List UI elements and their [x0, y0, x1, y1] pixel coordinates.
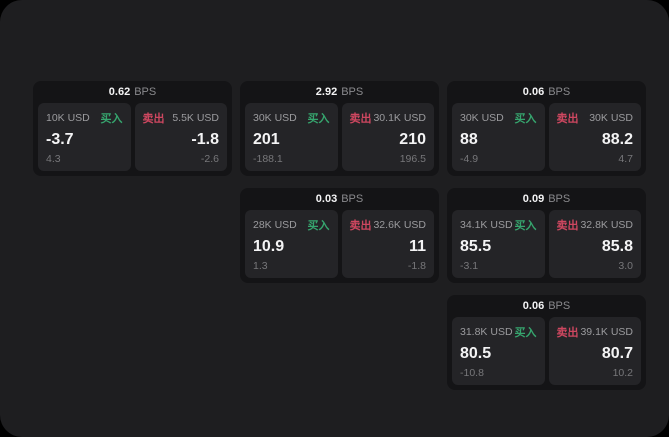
- buy-label: 买入: [514, 327, 537, 339]
- bps-header: 2.92 BPS: [240, 81, 439, 103]
- sell-price: -1.8: [191, 130, 219, 148]
- bps-header: 0.09 BPS: [447, 188, 646, 210]
- bps-value: 0.06: [522, 86, 545, 98]
- buy-price: 88: [460, 130, 478, 148]
- sell-panel[interactable]: 卖出 30K USD 88.2 4.7: [548, 103, 641, 171]
- buy-delta: 1.3: [253, 260, 268, 272]
- panels: 28K USD 买入 10.9 1.3 卖出 32.6K USD 11 -1.8: [240, 210, 439, 283]
- panels: 30K USD 买入 201 -188.1 卖出 30.1K USD 210 1…: [240, 103, 439, 176]
- bps-value: 0.03: [315, 193, 338, 205]
- bps-header: 0.06 BPS: [447, 295, 646, 317]
- sell-panel[interactable]: 卖出 39.1K USD 80.7 10.2: [548, 317, 641, 385]
- sell-panel[interactable]: 卖出 32.8K USD 85.8 3.0: [548, 210, 641, 278]
- buy-label: 买入: [514, 113, 537, 125]
- bps-value: 0.06: [522, 300, 545, 312]
- sell-panel[interactable]: 卖出 30.1K USD 210 196.5: [341, 103, 434, 171]
- quote-card-5: 0.06 BPS 31.8K USD 买入 80.5 -10.8 卖出 39.1…: [447, 295, 646, 390]
- bps-unit-label: BPS: [341, 86, 364, 98]
- buy-amount: 28K USD: [253, 219, 297, 231]
- bps-header: 0.62 BPS: [33, 81, 232, 103]
- bps-value: 0.09: [522, 193, 545, 205]
- sell-price: 80.7: [601, 344, 633, 362]
- bps-header: 0.06 BPS: [447, 81, 646, 103]
- buy-panel[interactable]: 30K USD 买入 88 -4.9: [452, 103, 545, 171]
- buy-delta: -3.1: [460, 260, 479, 272]
- quote-card-0: 0.62 BPS 10K USD 买入 -3.7 4.3 卖出 5.5K USD: [33, 81, 232, 176]
- buy-label: 买入: [514, 220, 537, 232]
- sell-label: 卖出: [556, 327, 579, 339]
- bps-unit-label: BPS: [134, 86, 157, 98]
- buy-panel[interactable]: 30K USD 买入 201 -188.1: [245, 103, 338, 171]
- panels: 34.1K USD 买入 85.5 -3.1 卖出 32.8K USD 85.8…: [447, 210, 646, 283]
- bps-header: 0.03 BPS: [240, 188, 439, 210]
- buy-label: 买入: [307, 220, 330, 232]
- sell-label: 卖出: [556, 220, 579, 232]
- sell-label: 卖出: [349, 220, 372, 232]
- bps-value: 2.92: [315, 86, 338, 98]
- sell-amount: 39.1K USD: [580, 326, 633, 338]
- sell-delta: 196.5: [399, 153, 426, 165]
- quote-card-1: 2.92 BPS 30K USD 买入 201 -188.1 卖出 30.1K …: [240, 81, 439, 176]
- bps-unit-label: BPS: [341, 193, 364, 205]
- buy-amount: 34.1K USD: [460, 219, 513, 231]
- sell-delta: -1.8: [407, 260, 426, 272]
- buy-panel[interactable]: 28K USD 买入 10.9 1.3: [245, 210, 338, 278]
- sell-amount: 30.1K USD: [373, 112, 426, 124]
- sell-amount: 30K USD: [589, 112, 633, 124]
- bps-unit-label: BPS: [548, 86, 571, 98]
- sell-label: 卖出: [142, 113, 165, 125]
- sell-price: 11: [409, 237, 426, 255]
- buy-amount: 30K USD: [253, 112, 297, 124]
- sell-amount: 5.5K USD: [172, 112, 219, 124]
- buy-panel[interactable]: 31.8K USD 买入 80.5 -10.8: [452, 317, 545, 385]
- buy-price: 201: [253, 130, 280, 148]
- sell-delta: 3.0: [618, 260, 633, 272]
- buy-price: 85.5: [460, 237, 492, 255]
- sell-price: 88.2: [601, 130, 633, 148]
- sell-amount: 32.6K USD: [373, 219, 426, 231]
- buy-delta: -10.8: [460, 367, 484, 379]
- sell-delta: 10.2: [612, 367, 633, 379]
- buy-price: 80.5: [460, 344, 492, 362]
- bps-unit-label: BPS: [548, 193, 571, 205]
- buy-delta: 4.3: [46, 153, 61, 165]
- sell-label: 卖出: [556, 113, 579, 125]
- buy-price: 10.9: [253, 237, 285, 255]
- quote-card-4: 0.09 BPS 34.1K USD 买入 85.5 -3.1 卖出 32.8K…: [447, 188, 646, 283]
- buy-price: -3.7: [46, 130, 74, 148]
- quote-cards-grid: 0.62 BPS 10K USD 买入 -3.7 4.3 卖出 5.5K USD: [33, 81, 646, 390]
- buy-label: 买入: [307, 113, 330, 125]
- sell-delta: 4.7: [618, 153, 633, 165]
- buy-panel[interactable]: 10K USD 买入 -3.7 4.3: [38, 103, 131, 171]
- sell-label: 卖出: [349, 113, 372, 125]
- panels: 10K USD 买入 -3.7 4.3 卖出 5.5K USD -1.8 -2.…: [33, 103, 232, 176]
- bps-value: 0.62: [108, 86, 131, 98]
- panels: 30K USD 买入 88 -4.9 卖出 30K USD 88.2 4.7: [447, 103, 646, 176]
- buy-label: 买入: [100, 113, 123, 125]
- sell-amount: 32.8K USD: [580, 219, 633, 231]
- sell-delta: -2.6: [200, 153, 219, 165]
- sell-price: 85.8: [601, 237, 633, 255]
- buy-amount: 10K USD: [46, 112, 90, 124]
- buy-delta: -188.1: [253, 153, 283, 165]
- buy-panel[interactable]: 34.1K USD 买入 85.5 -3.1: [452, 210, 545, 278]
- buy-amount: 30K USD: [460, 112, 504, 124]
- quote-card-2: 0.06 BPS 30K USD 买入 88 -4.9 卖出 30K USD: [447, 81, 646, 176]
- buy-delta: -4.9: [460, 153, 479, 165]
- bps-unit-label: BPS: [548, 300, 571, 312]
- quote-card-3: 0.03 BPS 28K USD 买入 10.9 1.3 卖出 32.6K US…: [240, 188, 439, 283]
- sell-price: 210: [399, 130, 426, 148]
- buy-amount: 31.8K USD: [460, 326, 513, 338]
- panels: 31.8K USD 买入 80.5 -10.8 卖出 39.1K USD 80.…: [447, 317, 646, 390]
- sell-panel[interactable]: 卖出 32.6K USD 11 -1.8: [341, 210, 434, 278]
- sell-panel[interactable]: 卖出 5.5K USD -1.8 -2.6: [134, 103, 227, 171]
